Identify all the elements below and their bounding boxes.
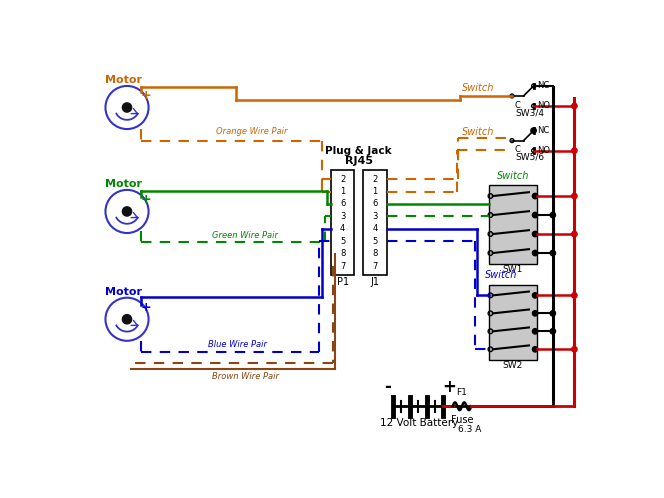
- Text: 8: 8: [340, 249, 345, 258]
- Circle shape: [572, 148, 577, 153]
- Text: 6: 6: [373, 200, 378, 209]
- Text: 3: 3: [340, 212, 345, 221]
- Text: 3: 3: [373, 212, 378, 221]
- Circle shape: [533, 212, 538, 218]
- Text: 1: 1: [340, 187, 345, 196]
- FancyBboxPatch shape: [331, 170, 354, 275]
- Text: J1: J1: [371, 276, 379, 287]
- Text: 4: 4: [340, 224, 345, 234]
- Circle shape: [572, 193, 577, 199]
- Text: C: C: [515, 101, 520, 110]
- Text: Switch: Switch: [485, 270, 517, 280]
- Text: Switch: Switch: [462, 83, 494, 93]
- Text: 7: 7: [340, 261, 345, 270]
- Text: Switch: Switch: [497, 171, 529, 181]
- Text: SW2: SW2: [503, 361, 523, 370]
- Text: Switch: Switch: [462, 127, 494, 137]
- Text: Motor: Motor: [106, 75, 143, 85]
- Text: SW1: SW1: [503, 264, 523, 273]
- Text: 8: 8: [373, 249, 378, 258]
- Circle shape: [550, 329, 556, 334]
- Text: Fuse: Fuse: [451, 415, 473, 425]
- FancyBboxPatch shape: [363, 170, 386, 275]
- Circle shape: [122, 315, 131, 324]
- Circle shape: [533, 232, 538, 237]
- Circle shape: [122, 103, 131, 112]
- Text: 6.3 A: 6.3 A: [458, 425, 481, 434]
- Circle shape: [550, 311, 556, 316]
- Circle shape: [550, 250, 556, 256]
- Text: RJ45: RJ45: [345, 156, 373, 166]
- Circle shape: [572, 347, 577, 352]
- Text: 7: 7: [373, 261, 378, 270]
- Text: 5: 5: [373, 237, 378, 246]
- Text: F1: F1: [457, 388, 467, 397]
- Text: +: +: [141, 193, 151, 206]
- Text: Motor: Motor: [106, 287, 143, 297]
- Text: Brown Wire Pair: Brown Wire Pair: [212, 373, 279, 381]
- Text: 5: 5: [340, 237, 345, 246]
- Circle shape: [550, 212, 556, 218]
- Text: NC: NC: [537, 82, 550, 91]
- Circle shape: [572, 103, 577, 109]
- Text: +: +: [141, 301, 151, 314]
- Text: Orange Wire Pair: Orange Wire Pair: [216, 127, 287, 136]
- Circle shape: [122, 207, 131, 216]
- Circle shape: [533, 311, 538, 316]
- FancyBboxPatch shape: [489, 185, 537, 264]
- Text: 2: 2: [340, 175, 345, 184]
- Text: NO: NO: [537, 102, 550, 111]
- Text: Plug & Jack: Plug & Jack: [325, 146, 392, 156]
- Circle shape: [533, 293, 538, 298]
- Circle shape: [533, 329, 538, 334]
- Text: SW5/6: SW5/6: [516, 153, 545, 162]
- Circle shape: [533, 347, 538, 352]
- Circle shape: [533, 250, 538, 256]
- Text: +: +: [442, 378, 456, 396]
- Text: 2: 2: [373, 175, 378, 184]
- Circle shape: [572, 293, 577, 298]
- Text: Green Wire Pair: Green Wire Pair: [212, 231, 278, 240]
- Text: -: -: [384, 378, 392, 396]
- Text: Motor: Motor: [106, 179, 143, 189]
- Text: +: +: [141, 90, 151, 103]
- Text: 1: 1: [373, 187, 378, 196]
- Circle shape: [531, 128, 537, 133]
- Text: NC: NC: [537, 126, 550, 135]
- Text: SW3/4: SW3/4: [516, 108, 545, 117]
- Text: Blue Wire Pair: Blue Wire Pair: [208, 340, 267, 349]
- Text: NO: NO: [537, 146, 550, 155]
- Circle shape: [572, 232, 577, 237]
- Text: 12 Volt Battery: 12 Volt Battery: [380, 418, 459, 428]
- Circle shape: [533, 193, 538, 199]
- Text: C: C: [515, 145, 520, 154]
- FancyBboxPatch shape: [489, 284, 537, 360]
- Text: 6: 6: [340, 200, 345, 209]
- Text: P1: P1: [337, 276, 349, 287]
- Text: 4: 4: [373, 224, 378, 234]
